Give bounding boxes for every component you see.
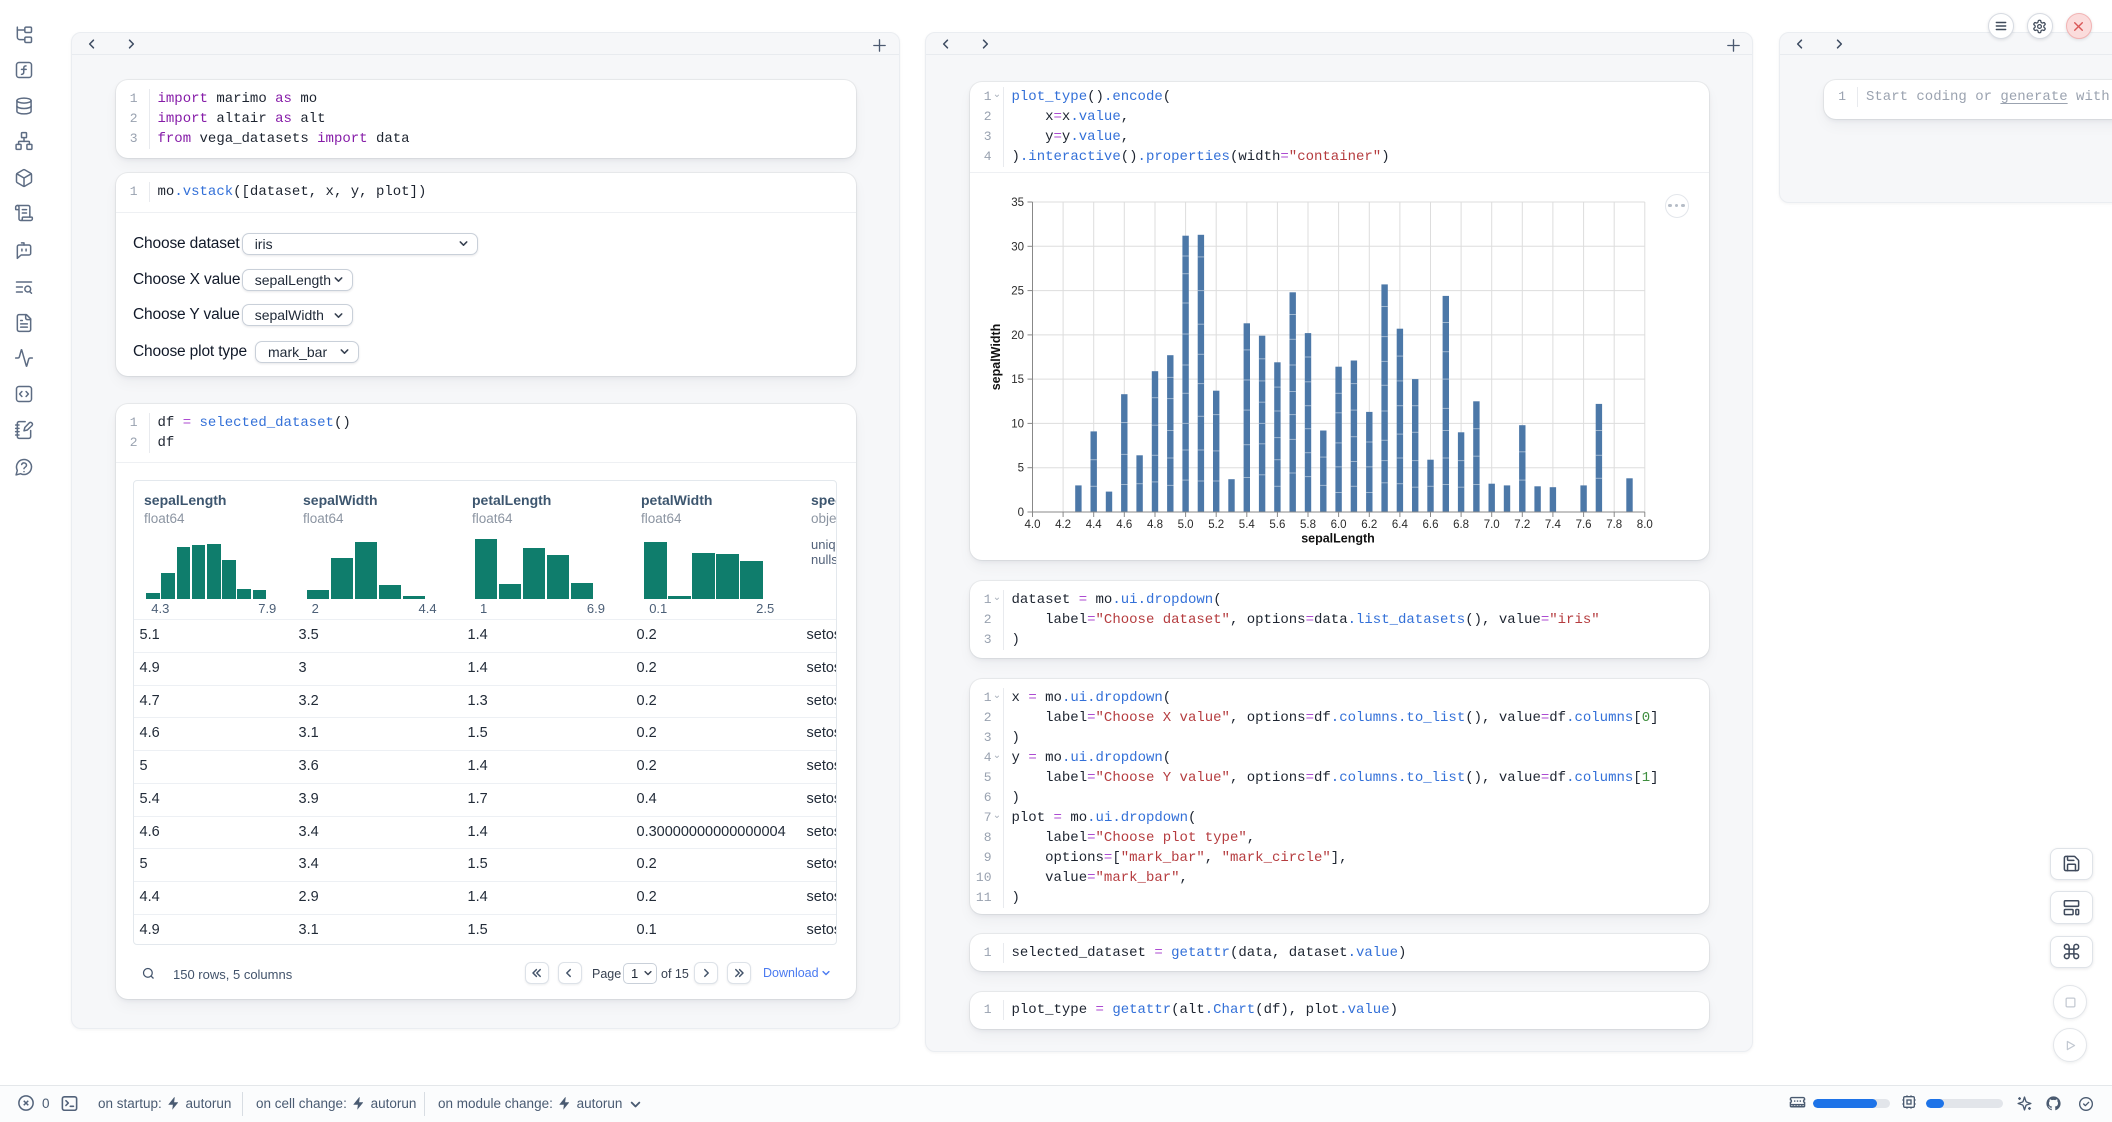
svg-text:sepalWidth: sepalWidth — [989, 324, 1003, 391]
svg-text:4.4: 4.4 — [1086, 519, 1103, 531]
svg-text:4.0: 4.0 — [1025, 519, 1041, 531]
svg-text:7.8: 7.8 — [1606, 519, 1622, 531]
svg-text:6.4: 6.4 — [1392, 519, 1409, 531]
svg-text:5.6: 5.6 — [1269, 519, 1285, 531]
svg-text:7.4: 7.4 — [1545, 519, 1562, 531]
svg-text:8.0: 8.0 — [1637, 519, 1653, 531]
svg-text:6.8: 6.8 — [1453, 519, 1469, 531]
svg-text:4.8: 4.8 — [1147, 519, 1163, 531]
svg-text:sepalLength: sepalLength — [1301, 532, 1375, 546]
svg-text:30: 30 — [1011, 241, 1024, 253]
svg-text:20: 20 — [1011, 330, 1024, 342]
svg-text:25: 25 — [1011, 286, 1024, 298]
svg-text:7.6: 7.6 — [1576, 519, 1592, 531]
svg-text:5.0: 5.0 — [1178, 519, 1194, 531]
svg-text:6.2: 6.2 — [1361, 519, 1377, 531]
svg-text:5.4: 5.4 — [1239, 519, 1256, 531]
svg-text:5: 5 — [1018, 463, 1024, 475]
svg-text:5.2: 5.2 — [1208, 519, 1224, 531]
svg-text:6.0: 6.0 — [1331, 519, 1347, 531]
svg-text:15: 15 — [1011, 374, 1024, 386]
svg-text:0: 0 — [1018, 507, 1024, 519]
svg-text:10: 10 — [1011, 418, 1024, 430]
svg-text:7.2: 7.2 — [1514, 519, 1530, 531]
svg-text:7.0: 7.0 — [1484, 519, 1500, 531]
svg-text:5.8: 5.8 — [1300, 519, 1316, 531]
svg-text:4.2: 4.2 — [1055, 519, 1071, 531]
svg-text:4.6: 4.6 — [1116, 519, 1132, 531]
svg-text:35: 35 — [1011, 197, 1024, 209]
svg-text:6.6: 6.6 — [1423, 519, 1439, 531]
